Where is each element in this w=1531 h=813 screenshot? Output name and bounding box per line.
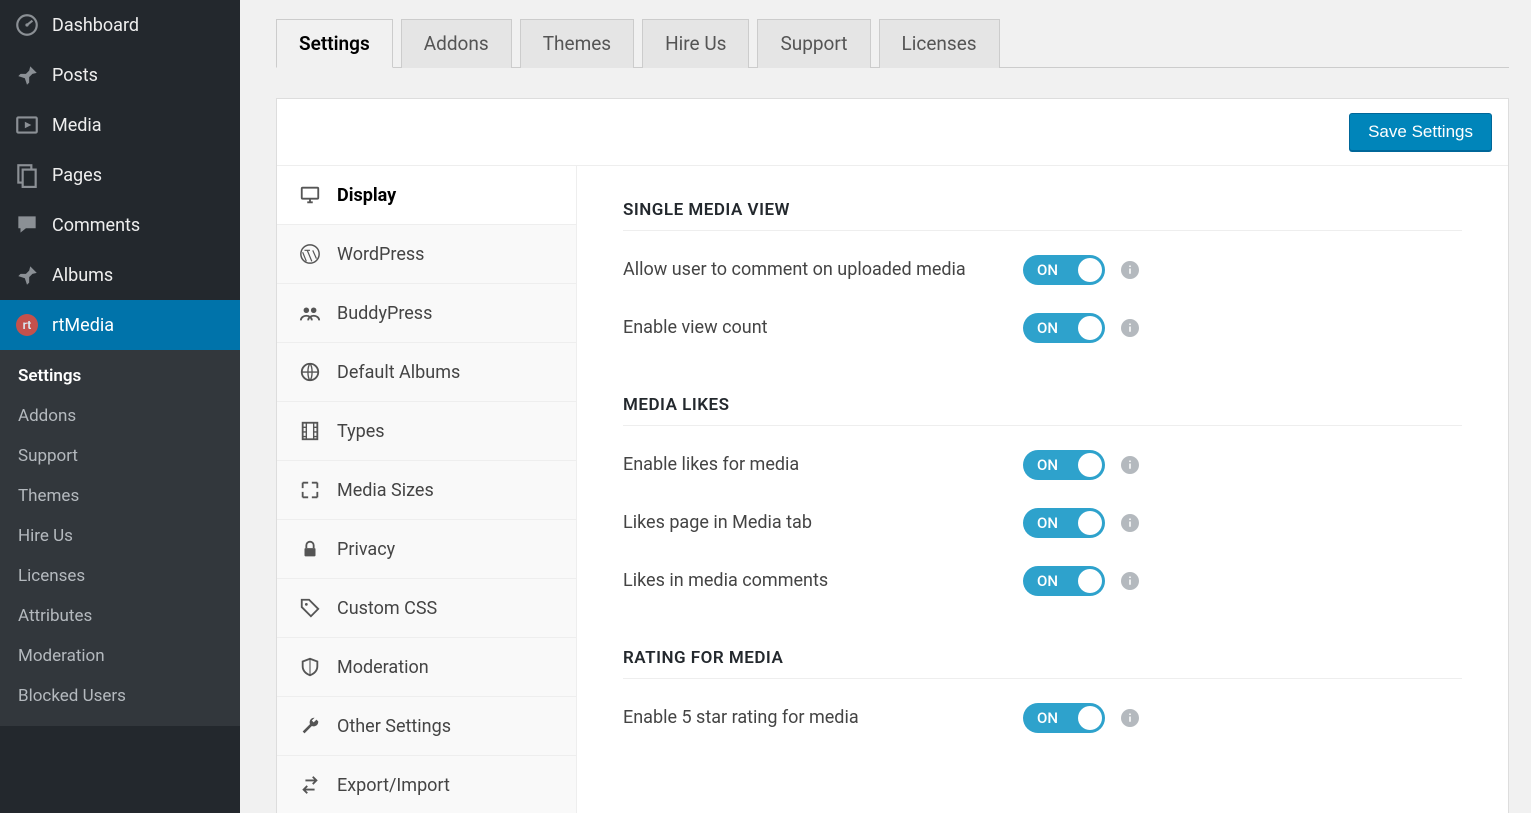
toggle-knob bbox=[1078, 569, 1102, 593]
nav-tab-support[interactable]: Support bbox=[757, 19, 870, 68]
toggle-switch[interactable]: ON bbox=[1023, 450, 1105, 480]
toggle-on-label: ON bbox=[1037, 319, 1058, 337]
pin-icon bbox=[14, 62, 40, 88]
admin-menu-item-rtmedia[interactable]: rt rtMedia bbox=[0, 300, 240, 350]
toggle-on-label: ON bbox=[1037, 572, 1058, 590]
toggle-switch[interactable]: ON bbox=[1023, 508, 1105, 538]
toggle-on-label: ON bbox=[1037, 261, 1058, 279]
nav-tab-settings[interactable]: Settings bbox=[276, 19, 393, 68]
media-icon bbox=[14, 112, 40, 138]
toggle-on-label: ON bbox=[1037, 709, 1058, 727]
admin-menu-label: rtMedia bbox=[52, 315, 114, 336]
nav-tab-addons[interactable]: Addons bbox=[401, 19, 512, 68]
nav-tab-themes[interactable]: Themes bbox=[520, 19, 634, 68]
toggle-knob bbox=[1078, 453, 1102, 477]
toggle-switch[interactable]: ON bbox=[1023, 566, 1105, 596]
toggle-knob bbox=[1078, 706, 1102, 730]
top-tabs: SettingsAddonsThemesHire UsSupportLicens… bbox=[276, 18, 1509, 68]
toggle-knob bbox=[1078, 258, 1102, 282]
toggle-switch[interactable]: ON bbox=[1023, 313, 1105, 343]
toggle-on-label: ON bbox=[1037, 456, 1058, 474]
toggle-knob bbox=[1078, 316, 1102, 340]
rtmedia-icon: rt bbox=[14, 312, 40, 338]
toggle-knob bbox=[1078, 511, 1102, 535]
pages-icon bbox=[14, 162, 40, 188]
comment-icon bbox=[14, 212, 40, 238]
nav-tab-licenses[interactable]: Licenses bbox=[879, 19, 1000, 68]
dashboard-icon bbox=[14, 12, 40, 38]
nav-tab-hire-us[interactable]: Hire Us bbox=[642, 19, 749, 68]
toggle-switch[interactable]: ON bbox=[1023, 255, 1105, 285]
toggle-switch[interactable]: ON bbox=[1023, 703, 1105, 733]
toggle-on-label: ON bbox=[1037, 514, 1058, 532]
pin-icon bbox=[14, 262, 40, 288]
